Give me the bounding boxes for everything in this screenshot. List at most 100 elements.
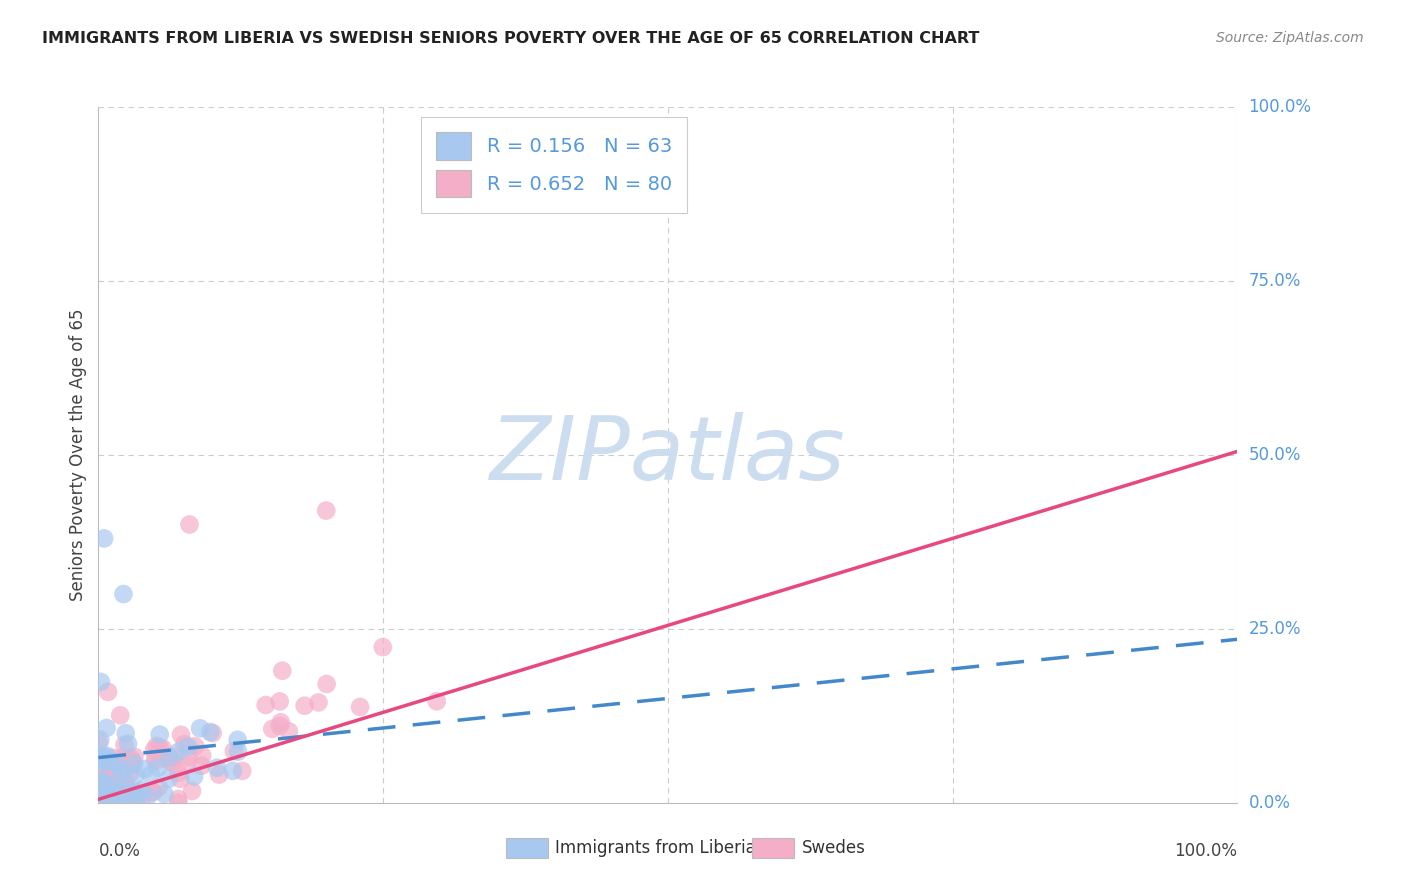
Point	[191, 748, 214, 763]
Point	[349, 700, 371, 714]
Point	[262, 722, 284, 736]
Point	[231, 764, 253, 778]
Point	[91, 794, 114, 808]
Point	[101, 795, 124, 809]
Point	[118, 767, 141, 781]
Point	[131, 783, 153, 797]
Point	[426, 694, 449, 708]
Point	[91, 773, 114, 788]
Point	[103, 791, 125, 805]
Point	[177, 750, 200, 764]
Text: 100.0%: 100.0%	[1174, 842, 1237, 860]
Point	[91, 780, 114, 794]
Point	[89, 732, 111, 747]
Point	[139, 767, 162, 781]
Point	[89, 796, 111, 810]
Text: IMMIGRANTS FROM LIBERIA VS SWEDISH SENIORS POVERTY OVER THE AGE OF 65 CORRELATIO: IMMIGRANTS FROM LIBERIA VS SWEDISH SENIO…	[42, 31, 980, 46]
Text: 0.0%: 0.0%	[98, 842, 141, 860]
Point	[97, 796, 120, 810]
Point	[254, 698, 277, 712]
Point	[200, 725, 222, 739]
Point	[93, 785, 115, 799]
Text: Swedes: Swedes	[801, 839, 865, 857]
Point	[124, 787, 146, 801]
Point	[108, 761, 131, 775]
Point	[184, 739, 207, 754]
Point	[89, 788, 111, 802]
Point	[149, 740, 172, 755]
Point	[122, 756, 145, 771]
Point	[190, 758, 212, 772]
Point	[181, 784, 204, 798]
Point	[146, 761, 169, 775]
Point	[93, 532, 115, 546]
Point	[114, 738, 136, 752]
Text: 100.0%: 100.0%	[1249, 98, 1312, 116]
Point	[152, 741, 174, 756]
Point	[100, 763, 122, 777]
Point	[136, 789, 159, 804]
Point	[208, 767, 231, 781]
Point	[107, 759, 129, 773]
Point	[124, 790, 146, 805]
Point	[104, 767, 127, 781]
Point	[159, 751, 181, 765]
Point	[93, 775, 115, 789]
Point	[110, 765, 132, 780]
Point	[277, 724, 299, 739]
Point	[96, 793, 118, 807]
Point	[167, 745, 190, 759]
Point	[269, 719, 291, 733]
Point	[115, 792, 138, 806]
Point	[127, 791, 149, 805]
Point	[107, 790, 129, 805]
Legend: R = 0.156   N = 63, R = 0.652   N = 80: R = 0.156 N = 63, R = 0.652 N = 80	[420, 117, 688, 212]
Point	[169, 772, 191, 786]
Point	[148, 780, 170, 795]
Point	[183, 769, 205, 783]
Point	[96, 721, 118, 735]
Text: Immigrants from Liberia: Immigrants from Liberia	[555, 839, 756, 857]
Point	[94, 763, 117, 777]
Y-axis label: Seniors Poverty Over the Age of 65: Seniors Poverty Over the Age of 65	[69, 309, 87, 601]
Point	[177, 739, 200, 754]
Point	[145, 754, 167, 768]
Point	[120, 752, 142, 766]
Point	[105, 757, 128, 772]
Point	[308, 695, 330, 709]
Point	[222, 764, 245, 778]
Point	[167, 792, 190, 806]
Point	[110, 763, 132, 777]
Text: 25.0%: 25.0%	[1249, 620, 1301, 638]
Point	[110, 782, 132, 797]
Point	[96, 791, 118, 805]
Point	[315, 503, 337, 517]
Point	[315, 677, 337, 691]
Point	[98, 755, 121, 769]
Point	[173, 737, 195, 751]
Point	[226, 745, 249, 759]
Point	[121, 796, 143, 810]
Point	[167, 765, 190, 780]
Point	[101, 783, 124, 797]
Point	[94, 793, 117, 807]
Point	[96, 782, 118, 797]
Point	[145, 751, 167, 765]
Point	[159, 754, 181, 768]
Point	[94, 754, 117, 768]
Point	[118, 787, 141, 801]
Point	[110, 708, 132, 723]
Point	[98, 765, 121, 780]
Point	[94, 774, 117, 789]
Point	[97, 754, 120, 768]
Point	[143, 743, 166, 757]
Point	[117, 782, 139, 797]
Point	[118, 791, 141, 805]
Point	[96, 748, 118, 763]
Point	[121, 758, 143, 772]
Point	[96, 777, 118, 791]
Point	[110, 780, 132, 795]
Text: Source: ZipAtlas.com: Source: ZipAtlas.com	[1216, 31, 1364, 45]
Point	[111, 764, 134, 779]
Point	[125, 768, 148, 782]
